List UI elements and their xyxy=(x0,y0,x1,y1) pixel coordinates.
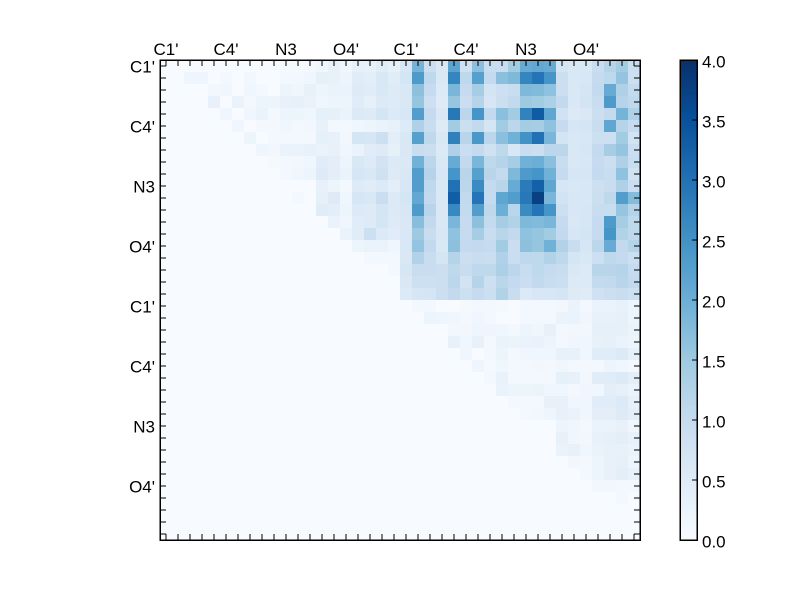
svg-text:O4': O4' xyxy=(129,237,155,256)
svg-text:C1': C1' xyxy=(130,57,155,76)
svg-text:C1': C1' xyxy=(154,40,179,59)
svg-text:4.0: 4.0 xyxy=(702,53,726,72)
svg-text:O4': O4' xyxy=(573,40,599,59)
svg-text:N3: N3 xyxy=(133,177,155,196)
svg-text:C1': C1' xyxy=(130,297,155,316)
svg-text:2.5: 2.5 xyxy=(702,233,726,252)
svg-text:N3: N3 xyxy=(515,40,537,59)
svg-text:C4': C4' xyxy=(214,40,239,59)
svg-text:N3: N3 xyxy=(133,417,155,436)
svg-text:2.0: 2.0 xyxy=(702,293,726,312)
svg-text:C4': C4' xyxy=(454,40,479,59)
svg-text:3.5: 3.5 xyxy=(702,113,726,132)
svg-text:C4': C4' xyxy=(130,117,155,136)
svg-text:0.0: 0.0 xyxy=(702,533,726,552)
svg-text:O4': O4' xyxy=(129,477,155,496)
svg-text:O4': O4' xyxy=(333,40,359,59)
svg-text:3.0: 3.0 xyxy=(702,173,726,192)
svg-text:C4': C4' xyxy=(130,357,155,376)
svg-text:0.5: 0.5 xyxy=(702,473,726,492)
svg-text:C1': C1' xyxy=(394,40,419,59)
svg-text:1.0: 1.0 xyxy=(702,413,726,432)
svg-text:1.5: 1.5 xyxy=(702,353,726,372)
svg-text:N3: N3 xyxy=(275,40,297,59)
